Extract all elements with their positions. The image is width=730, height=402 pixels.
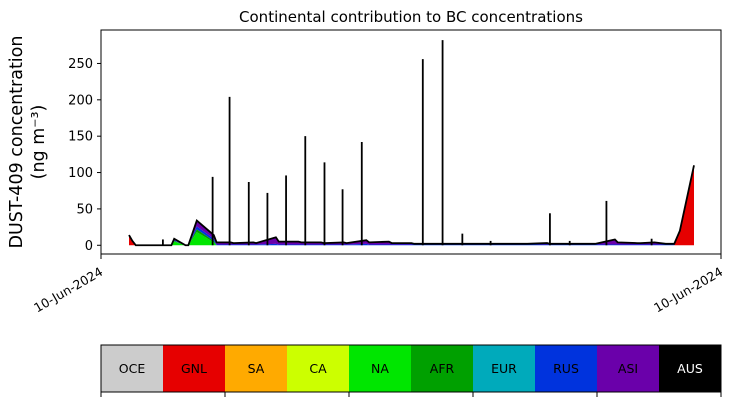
legend-label-oce: OCE <box>119 361 146 376</box>
legend-swatch-aus <box>659 345 722 392</box>
area-series-na <box>129 165 694 246</box>
legend-label-gnl: GNL <box>181 361 207 376</box>
legend-label-na: NA <box>371 361 389 376</box>
plot-spikes <box>161 40 653 246</box>
legend-label-ca: CA <box>309 361 327 376</box>
legend-swatch-eur <box>473 345 536 392</box>
y-tick-label: 0 <box>85 239 93 254</box>
plot-areas <box>129 165 694 246</box>
area-series-gnl <box>129 165 694 246</box>
legend-swatch-oce <box>101 345 164 392</box>
x-tick-label-right: 10-Jun-2024 <box>651 264 725 315</box>
legend-label-asi: ASI <box>618 361 638 376</box>
area-series-rus <box>129 165 694 246</box>
legend-frame <box>100 344 722 393</box>
y-tick-label: 250 <box>68 57 93 72</box>
area-series-asi <box>129 165 694 246</box>
legend-colorbar: OCE GNL SA CA NA AFR EUR RUS ASI AUS <box>100 344 722 397</box>
legend-swatch-asi <box>597 345 660 392</box>
total-line <box>128 165 695 247</box>
y-tick-label: 50 <box>76 202 93 217</box>
y-ticks: 0 50 100 150 200 250 <box>68 57 101 254</box>
plot-frame <box>100 29 722 255</box>
legend-label-rus: RUS <box>553 361 579 376</box>
legend-swatch-afr <box>411 345 474 392</box>
legend-label-aus: AUS <box>677 361 703 376</box>
y-tick-label: 200 <box>68 93 93 108</box>
legend-swatch-gnl <box>163 345 226 392</box>
x-ticks: 10-Jun-2024 10-Jun-2024 <box>31 254 725 315</box>
y-axis-label-line2: (ng m⁻³) <box>29 105 49 180</box>
legend-swatch-rus <box>535 345 598 392</box>
y-axis-label-line1: DUST-409 concentration <box>7 36 27 249</box>
legend-label-eur: EUR <box>491 361 517 376</box>
legend-swatch-ca <box>287 345 350 392</box>
y-tick-label: 150 <box>68 130 93 145</box>
y-tick-label: 100 <box>68 166 93 181</box>
x-tick-label-left: 10-Jun-2024 <box>31 264 105 315</box>
legend-swatch-sa <box>225 345 288 392</box>
legend-label-sa: SA <box>248 361 265 376</box>
legend-swatch-na <box>349 345 412 392</box>
legend-label-afr: AFR <box>430 361 455 376</box>
plot-outline <box>128 165 695 247</box>
area-series-afr <box>129 165 694 246</box>
chart-title: Continental contribution to BC concentra… <box>239 8 583 26</box>
y-axis-label: DUST-409 concentration (ng m⁻³) <box>7 36 49 249</box>
